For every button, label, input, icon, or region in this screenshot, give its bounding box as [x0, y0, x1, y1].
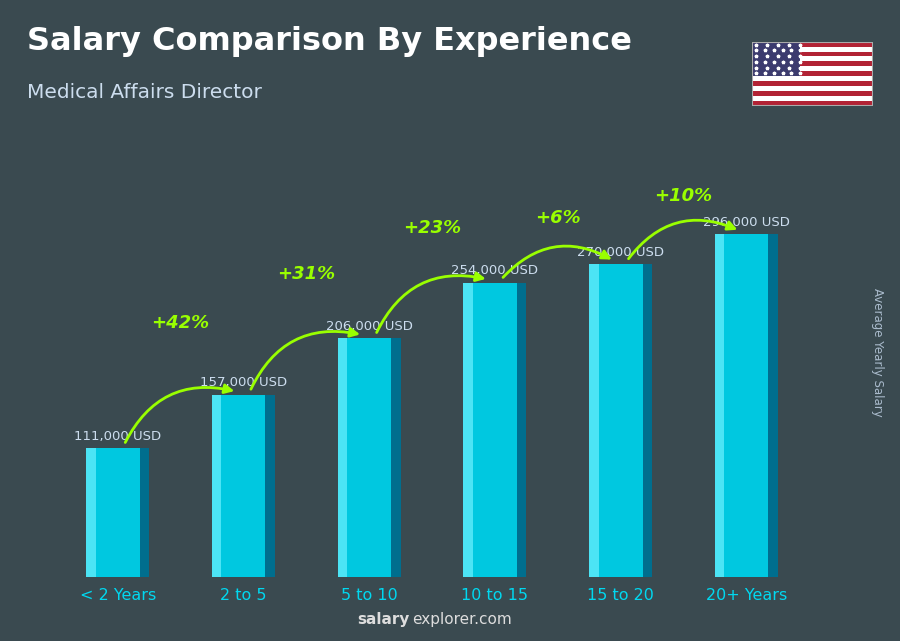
Bar: [752, 62, 873, 66]
Bar: [752, 42, 873, 47]
Text: explorer.com: explorer.com: [412, 612, 512, 627]
Bar: [752, 91, 873, 96]
Text: salary: salary: [357, 612, 410, 627]
FancyBboxPatch shape: [212, 395, 274, 577]
Text: Salary Comparison By Experience: Salary Comparison By Experience: [27, 26, 632, 56]
Text: 111,000 USD: 111,000 USD: [74, 429, 161, 443]
Bar: [752, 56, 873, 62]
FancyBboxPatch shape: [590, 264, 598, 577]
Bar: [752, 47, 873, 51]
FancyBboxPatch shape: [338, 338, 347, 577]
Text: +6%: +6%: [535, 210, 581, 228]
Bar: [752, 101, 873, 106]
FancyBboxPatch shape: [715, 235, 724, 577]
FancyBboxPatch shape: [338, 338, 400, 577]
Bar: [752, 86, 873, 91]
FancyBboxPatch shape: [392, 338, 400, 577]
FancyBboxPatch shape: [266, 395, 274, 577]
Text: 296,000 USD: 296,000 USD: [703, 215, 789, 229]
Bar: [752, 51, 873, 56]
Text: 206,000 USD: 206,000 USD: [326, 320, 412, 333]
Text: Average Yearly Salary: Average Yearly Salary: [871, 288, 884, 417]
Text: +23%: +23%: [403, 219, 461, 237]
FancyBboxPatch shape: [643, 264, 652, 577]
Text: 270,000 USD: 270,000 USD: [577, 246, 664, 258]
FancyBboxPatch shape: [715, 235, 778, 577]
Text: +10%: +10%: [654, 187, 713, 205]
FancyBboxPatch shape: [86, 449, 149, 577]
Bar: [752, 71, 873, 76]
FancyBboxPatch shape: [140, 449, 149, 577]
Bar: [752, 42, 800, 76]
Text: 254,000 USD: 254,000 USD: [452, 264, 538, 277]
Bar: [752, 96, 873, 101]
FancyBboxPatch shape: [590, 264, 652, 577]
FancyBboxPatch shape: [212, 395, 221, 577]
Text: Medical Affairs Director: Medical Affairs Director: [27, 83, 262, 103]
Text: +31%: +31%: [277, 265, 336, 283]
FancyBboxPatch shape: [464, 283, 526, 577]
Bar: [752, 81, 873, 86]
FancyBboxPatch shape: [769, 235, 778, 577]
Bar: [752, 76, 873, 81]
Bar: [752, 66, 873, 71]
Text: 157,000 USD: 157,000 USD: [200, 376, 287, 389]
FancyBboxPatch shape: [464, 283, 472, 577]
Text: +42%: +42%: [151, 313, 210, 331]
FancyBboxPatch shape: [86, 449, 95, 577]
FancyBboxPatch shape: [517, 283, 526, 577]
